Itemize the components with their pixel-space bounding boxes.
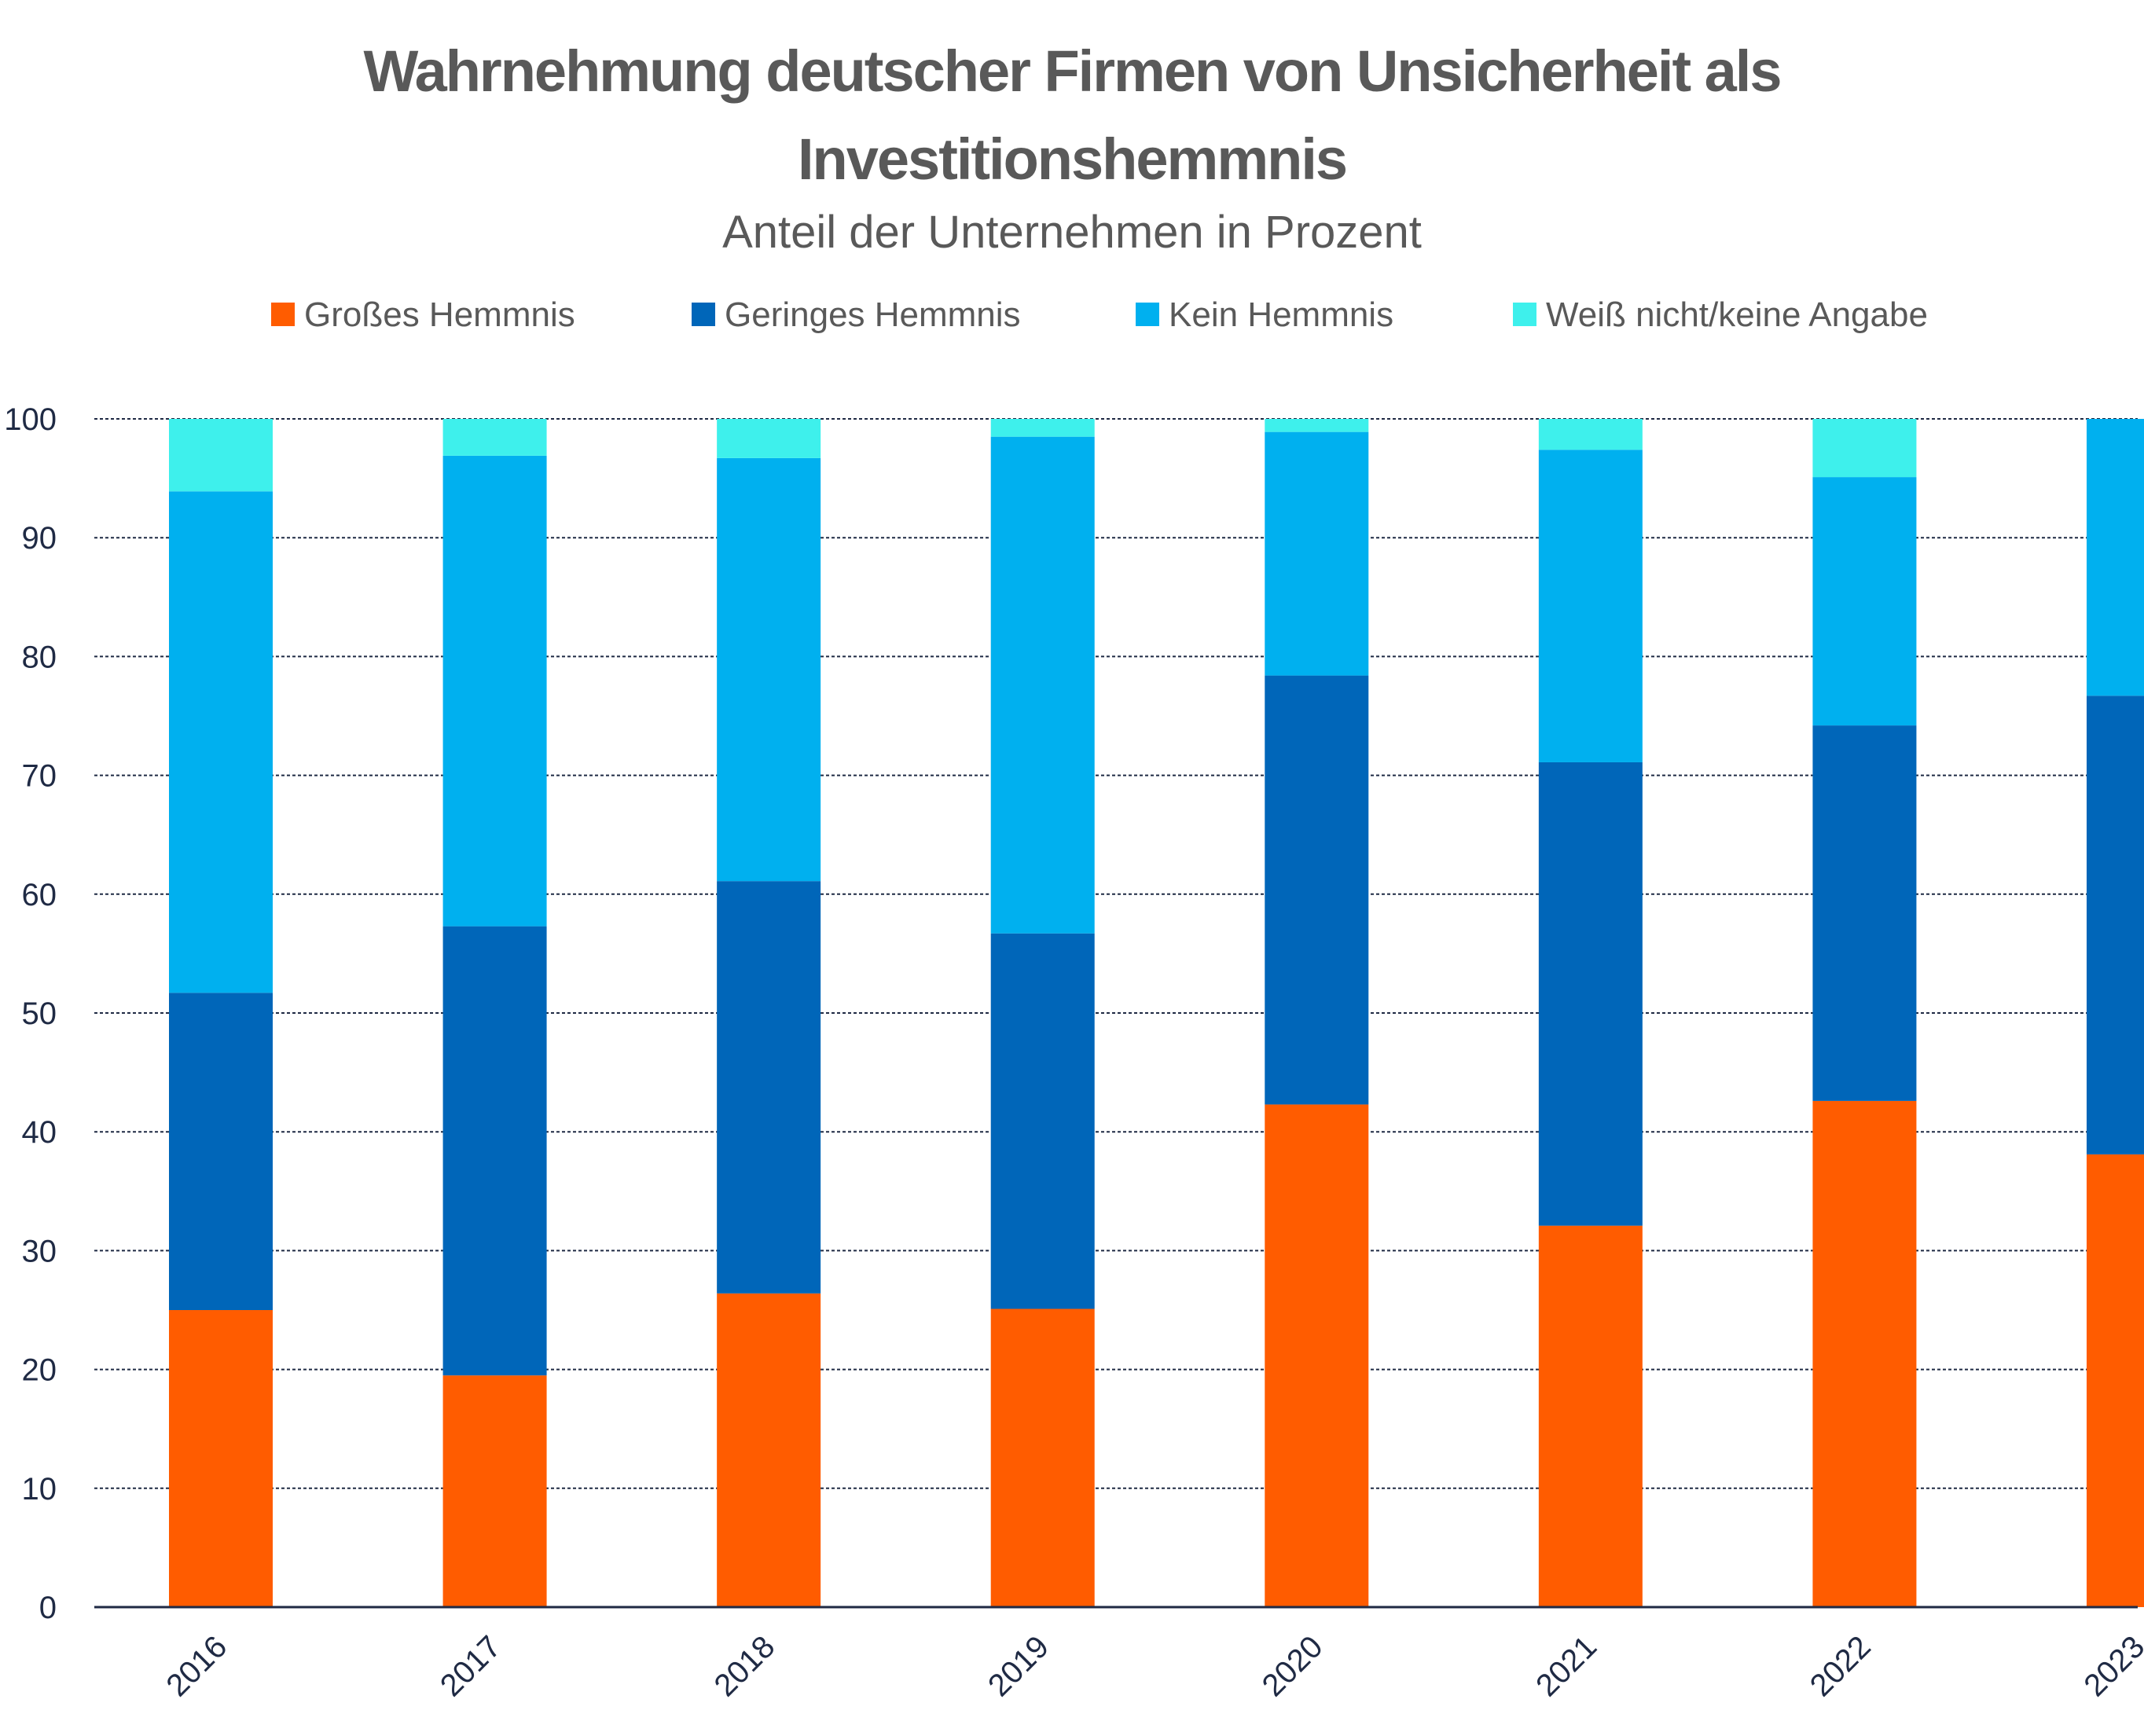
chart-subtitle: Anteil der Unternehmen in Prozent [722, 207, 1422, 258]
bar-segment [990, 1308, 1095, 1607]
bar-segment [442, 419, 547, 456]
y-tick-label: 90 [22, 521, 57, 556]
bar-segment [717, 457, 821, 882]
bar-segment [169, 419, 273, 492]
bar-segment [1538, 762, 1643, 1226]
bar-segment [442, 1375, 547, 1607]
bar-segment [990, 933, 1095, 1309]
legend-swatch [692, 303, 715, 326]
bar-segment [2087, 696, 2144, 1154]
x-tick-label: 2020 [1256, 1629, 1330, 1703]
x-tick-label: 2021 [1529, 1629, 1603, 1703]
y-tick-label: 80 [22, 640, 57, 674]
bar-segment [1538, 1225, 1643, 1607]
bar-segment [442, 926, 547, 1376]
legend-label: Kein Hemmnis [1169, 295, 1393, 334]
legend-label: Geringes Hemmnis [725, 295, 1021, 334]
legend-swatch [1513, 303, 1536, 326]
y-tick-label: 10 [22, 1472, 57, 1507]
bar-segment [442, 455, 547, 927]
y-tick-label: 100 [4, 402, 57, 437]
legend-label: Weiß nicht/keine Angabe [1546, 295, 1928, 334]
bar-segment [1265, 431, 1369, 676]
legend-swatch [271, 303, 295, 326]
bar-segment [169, 993, 273, 1310]
bar-segment [1265, 419, 1369, 432]
bar-segment [1538, 450, 1643, 762]
bar-segment [990, 419, 1095, 437]
bar-segment [1812, 1100, 1917, 1607]
bar-segment [169, 1310, 273, 1607]
y-tick-label: 60 [22, 878, 57, 912]
bar-segment [717, 1293, 821, 1607]
legend-swatch [1136, 303, 1159, 326]
bar-segment [1812, 419, 1917, 478]
x-tick-label: 2022 [1804, 1629, 1878, 1703]
y-tick-label: 70 [22, 759, 57, 794]
y-tick-label: 50 [22, 996, 57, 1031]
x-tick-label: 2016 [160, 1629, 233, 1703]
bar-segment [2087, 419, 2144, 696]
bar-segment [717, 419, 821, 458]
bar-segment [990, 436, 1095, 934]
x-tick-label: 2019 [982, 1629, 1055, 1703]
bar-segment [1265, 1104, 1369, 1607]
bar-segment [717, 881, 821, 1294]
bar-segment [1538, 419, 1643, 450]
legend-label: Großes Hemmnis [304, 295, 575, 334]
x-tick-label: 2018 [707, 1629, 781, 1703]
chart-legend: Großes Hemmnis Geringes Hemmnis Kein Hemmn… [271, 295, 1928, 334]
x-tick-label: 2023 [2077, 1629, 2144, 1703]
y-tick-label: 20 [22, 1353, 57, 1388]
bar-segment [2087, 1154, 2144, 1607]
gridlines [94, 418, 2138, 1489]
y-axis: 0 10 20 30 40 50 60 70 80 90 100 [4, 402, 57, 1625]
bars [169, 419, 2144, 1607]
bar-segment [169, 491, 273, 993]
bar-segment [1265, 675, 1369, 1105]
y-tick-label: 0 [39, 1591, 57, 1625]
y-tick-label: 40 [22, 1115, 57, 1150]
bar-segment [1812, 477, 1917, 726]
y-tick-label: 30 [22, 1234, 57, 1268]
x-axis: 2016 2017 2018 2019 2020 2021 2022 2023 [94, 1606, 2144, 1703]
bar-segment [1812, 725, 1917, 1101]
chart-title-line-1: Wahrnehmung deutscher Firmen von Unsiche… [363, 39, 1782, 104]
x-tick-label: 2017 [434, 1629, 508, 1703]
chart-title-line-2: Investitionshemmnis [797, 127, 1348, 192]
